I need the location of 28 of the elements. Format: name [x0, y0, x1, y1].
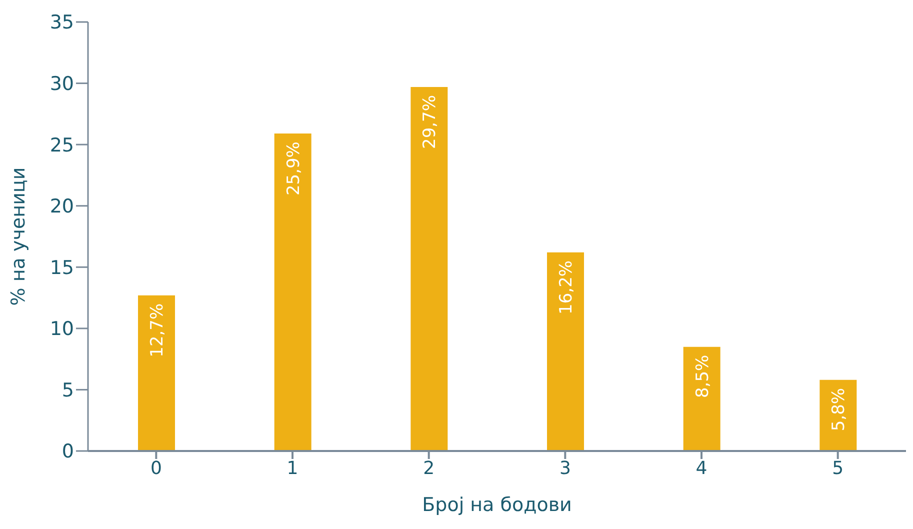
y-tick-label: 5	[62, 379, 74, 402]
bar	[410, 86, 448, 451]
y-axis-title: % на ученици	[8, 167, 30, 306]
bar	[274, 134, 312, 451]
data-label: 29,7%	[420, 94, 440, 149]
bar	[683, 346, 720, 451]
data-label: 12,7%	[148, 303, 168, 358]
data-label: 5,8%	[829, 388, 850, 432]
bar	[138, 295, 175, 451]
x-tick-label: 2	[423, 458, 435, 479]
y-tick-label: 15	[50, 256, 74, 279]
x-tick-label: 4	[696, 458, 708, 479]
x-axis-title: Број на бодови	[422, 494, 572, 516]
y-tick-label: 35	[50, 12, 74, 34]
bar	[820, 380, 857, 451]
y-tick-label: 0	[62, 440, 74, 463]
bar	[547, 252, 584, 451]
x-tick-label: 0	[150, 458, 162, 479]
x-tick-label: 1	[286, 458, 298, 479]
y-tick-label: 30	[50, 73, 74, 96]
data-label: 16,2%	[556, 260, 576, 314]
y-tick-label: 10	[50, 318, 74, 340]
x-tick-label: 3	[559, 458, 571, 479]
data-label: 25,9%	[284, 142, 304, 196]
data-label: 8,5%	[692, 354, 713, 398]
x-tick-label: 5	[832, 458, 844, 479]
y-tick-label: 20	[50, 196, 74, 218]
y-tick-label: 25	[50, 134, 74, 156]
